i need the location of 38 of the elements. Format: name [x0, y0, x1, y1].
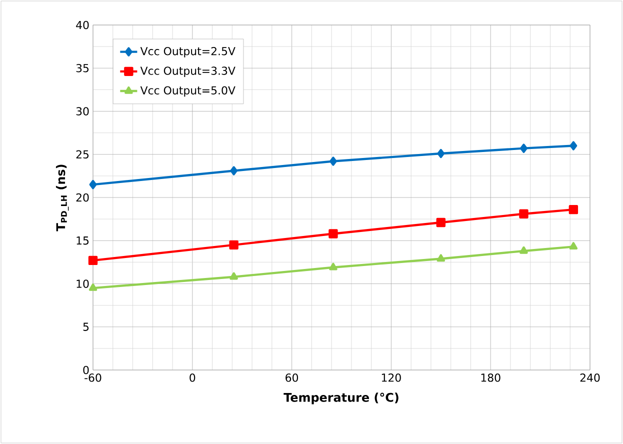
- x-tick-label: 180: [481, 374, 500, 382]
- point: [520, 144, 528, 153]
- point: [436, 218, 446, 228]
- point: [520, 246, 528, 254]
- x-tick-label: -60: [84, 374, 102, 382]
- point: [568, 204, 578, 214]
- point: [88, 283, 98, 291]
- point: [230, 272, 238, 280]
- legend-label: Vcc Output=5.0V: [140, 86, 236, 97]
- y-tick-label: 40: [76, 20, 89, 30]
- legend-label: Vcc Output=3.3V: [140, 66, 236, 78]
- point: [230, 166, 238, 176]
- point: [436, 254, 446, 262]
- point: [89, 180, 97, 190]
- y-tick-label: 25: [76, 150, 89, 159]
- y-axis-title: T$_{PD_LH}$ (ns): [56, 164, 69, 232]
- x-tick-label: 120: [382, 374, 401, 382]
- point: [88, 256, 98, 266]
- x-tick-label: 60: [286, 374, 298, 382]
- point: [329, 156, 337, 166]
- x-tick-label: 0: [190, 374, 196, 382]
- point: [437, 148, 445, 158]
- x-axis-title: Temperature (°C): [284, 392, 398, 404]
- y-tick-label: 0: [83, 366, 89, 374]
- y-tick-label: 35: [76, 64, 89, 72]
- legend-label: Vcc Output=2.5V: [140, 47, 236, 58]
- y-tick-label: 5: [83, 322, 89, 331]
- point: [570, 141, 578, 150]
- point: [569, 242, 578, 250]
- point: [519, 209, 528, 218]
- y-tick-label: 20: [76, 193, 89, 202]
- y-tick-label: 30: [76, 107, 89, 116]
- point: [329, 262, 338, 270]
- point: [328, 229, 338, 238]
- y-tick-label: 15: [76, 236, 89, 245]
- point: [229, 240, 238, 250]
- y-tick-label: 10: [76, 280, 89, 288]
- x-tick-label: 240: [580, 374, 600, 382]
